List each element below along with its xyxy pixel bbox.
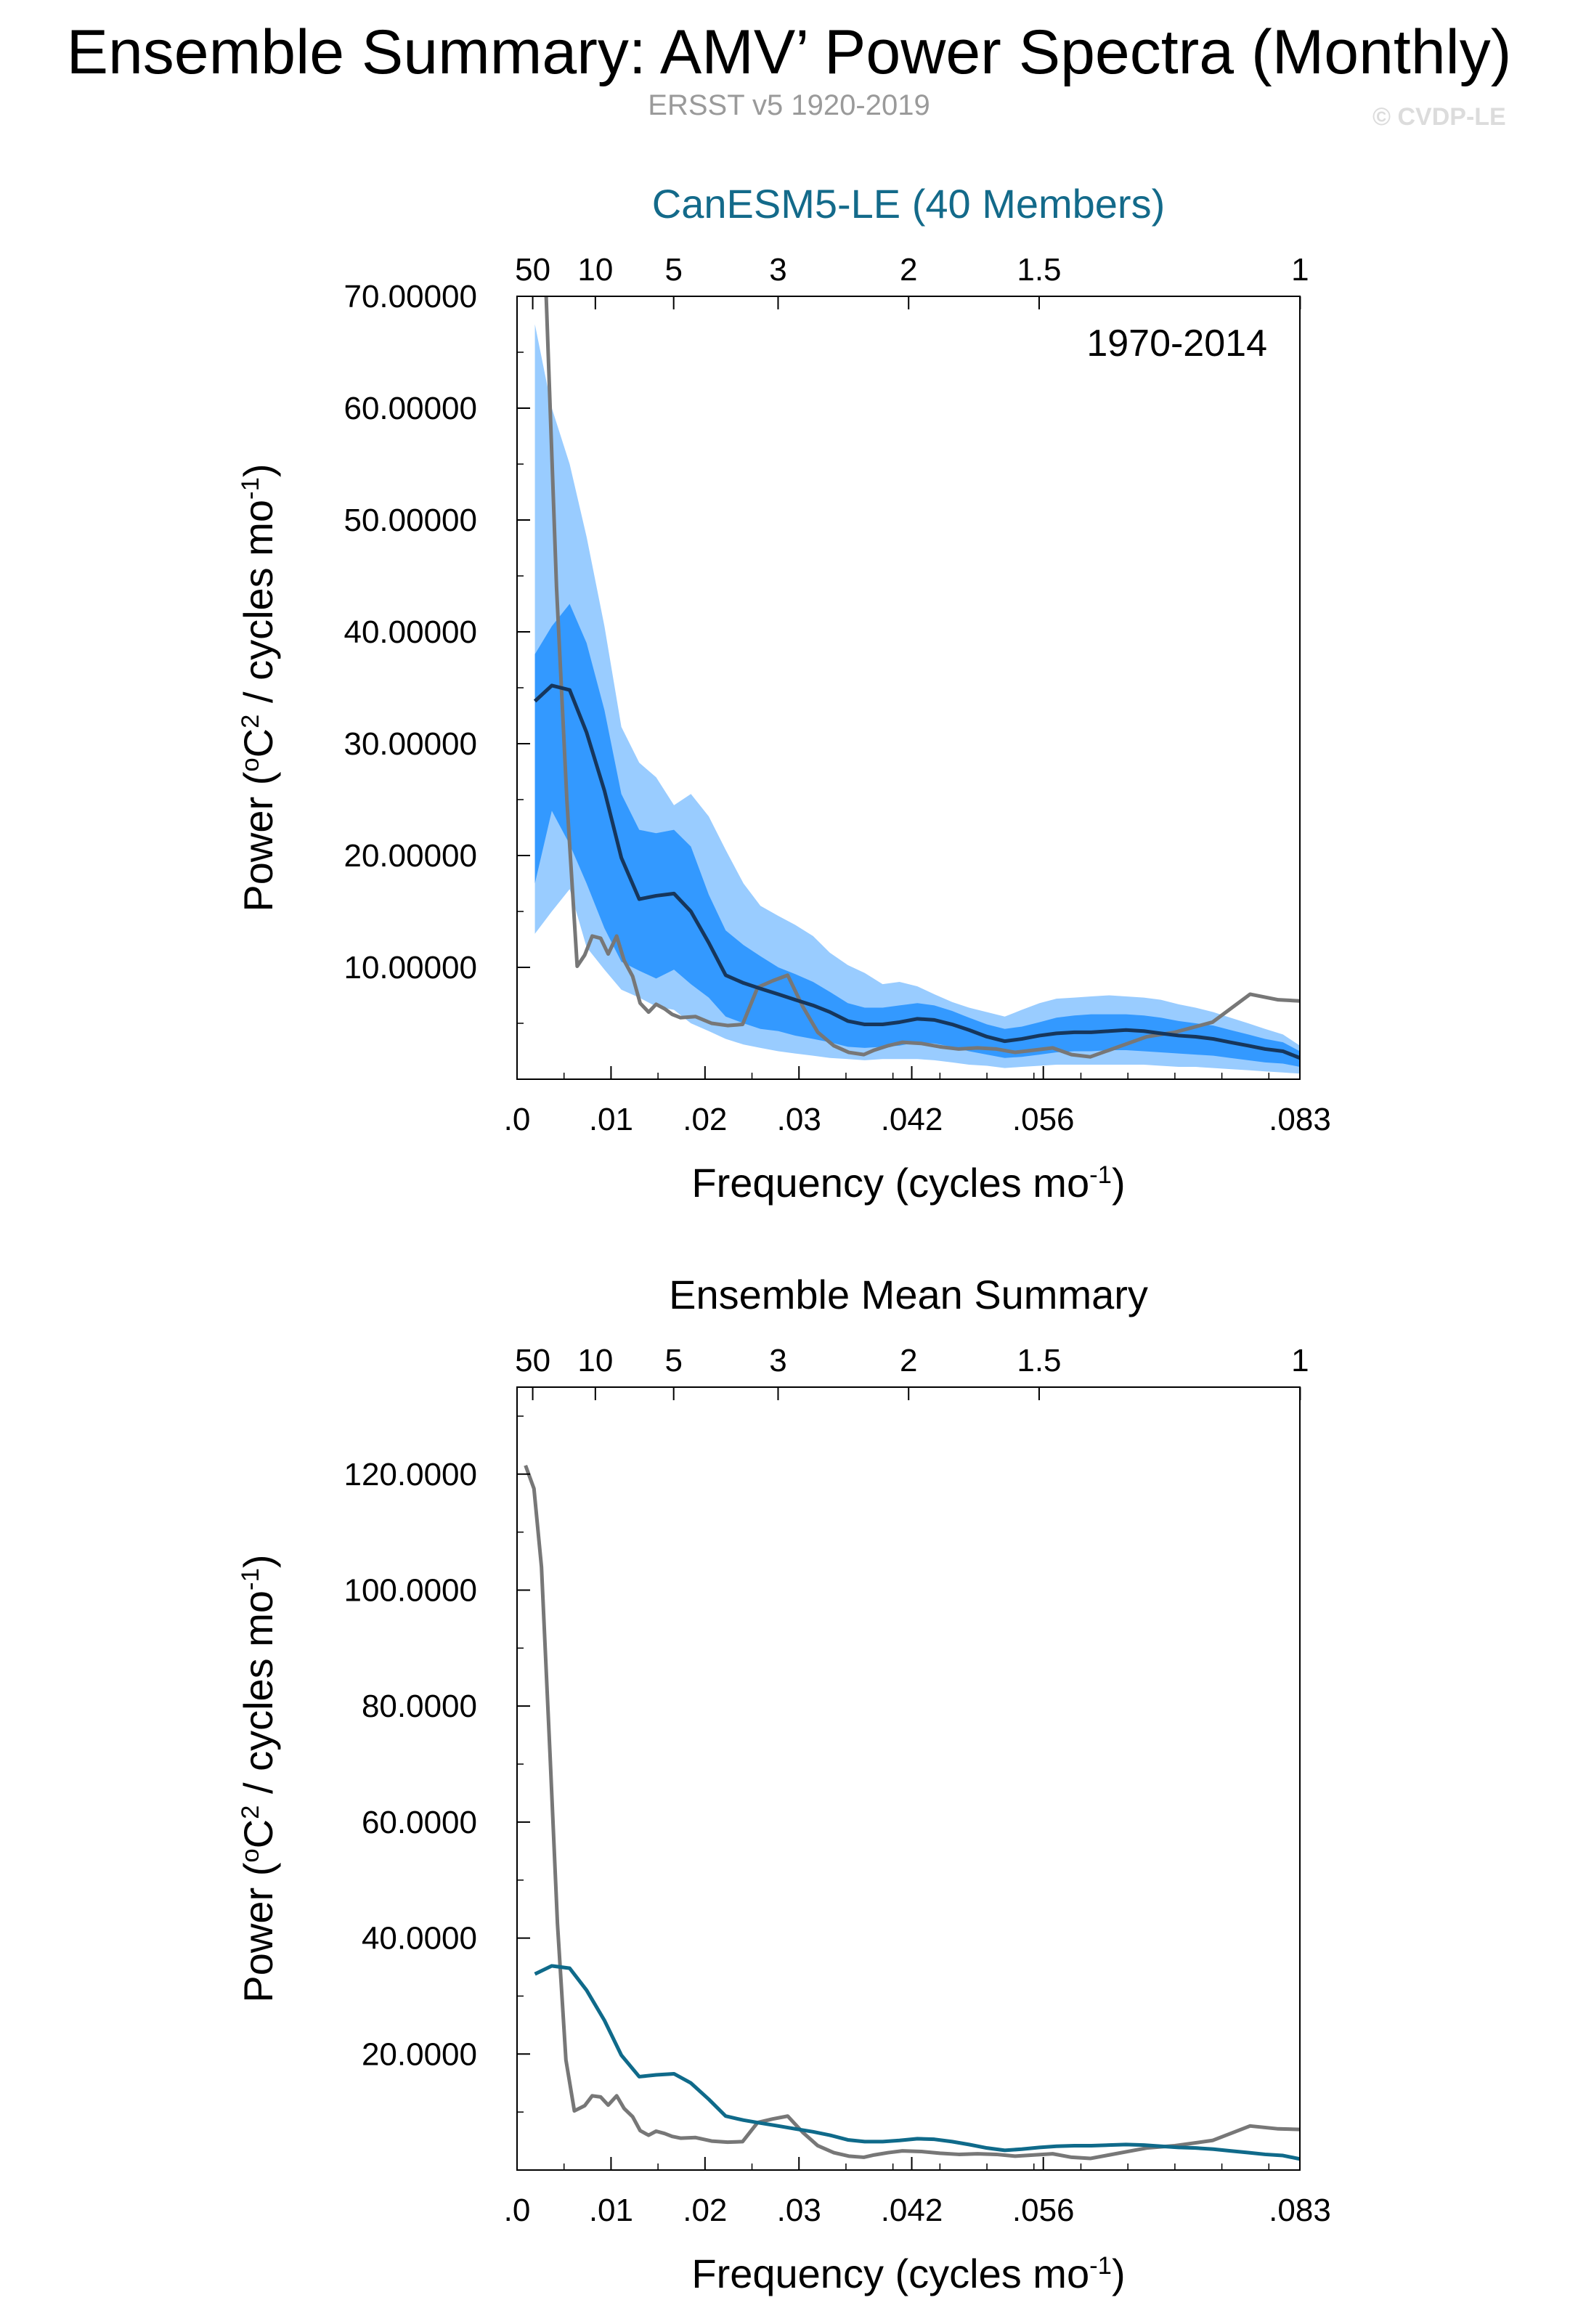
x-tick-label: .056 xyxy=(1012,2193,1075,2228)
x-tick-label: .083 xyxy=(1269,2193,1331,2228)
y-tick-label: 70.00000 xyxy=(343,279,477,314)
chart-ensemble-members: .0 .01 .02 .03 .042 .056 .083 50 10 5 3 2 1.5 1 10.000… xyxy=(235,181,1331,1206)
chart-title: Ensemble Mean Summary xyxy=(669,1272,1148,1317)
copyright-watermark: © CVDP-LE xyxy=(1372,103,1506,131)
top-tick-label: 50 xyxy=(515,252,550,288)
subtitle: ERSST v5 1920-2019 xyxy=(648,89,930,121)
observations-line xyxy=(544,296,1300,1059)
top-tick-label: 10 xyxy=(577,252,613,288)
top-tick-label: 50 xyxy=(515,1343,550,1378)
x-tick-label: .056 xyxy=(1012,1102,1075,1137)
inner-spread-band xyxy=(534,604,1300,1068)
period-annotation: 1970-2014 xyxy=(1086,322,1267,365)
x-tick-label: .0 xyxy=(504,1102,531,1137)
y-tick-label: 60.0000 xyxy=(362,1805,477,1840)
x-tick-label: .0 xyxy=(504,2193,531,2228)
y-tick-label: 20.0000 xyxy=(362,2036,477,2072)
y-tick-label: 40.0000 xyxy=(362,1921,477,1957)
x-tick-label: .03 xyxy=(777,1102,821,1137)
main-title: Ensemble Summary: AMV’ Power Spectra (Mo… xyxy=(66,17,1512,87)
top-tick-label: 3 xyxy=(769,1343,786,1378)
y-tick-label: 20.00000 xyxy=(343,838,477,874)
x-tick-label: .02 xyxy=(683,1102,727,1137)
y-tick-label: 80.0000 xyxy=(362,1689,477,1724)
top-tick-label: 5 xyxy=(664,252,682,288)
y-tick-label: 100.0000 xyxy=(343,1572,477,1608)
top-tick-label: 3 xyxy=(769,252,786,288)
top-tick-label: 1.5 xyxy=(1017,1343,1061,1378)
y-axis-label: Power (oC2 / cycles mo-1) xyxy=(235,1554,281,2002)
y-axis-label: Power (oC2 / cycles mo-1) xyxy=(235,463,281,911)
top-tick-label: 5 xyxy=(664,1343,682,1378)
y-tick-label: 60.00000 xyxy=(343,391,477,426)
x-axis-label: Frequency (cycles mo-1) xyxy=(691,1160,1125,1206)
y-tick-label: 30.00000 xyxy=(343,726,477,762)
ensemble-mean-line xyxy=(534,1964,1300,2161)
x-tick-label: .02 xyxy=(683,2193,727,2228)
plot-area xyxy=(524,1464,1300,2161)
y-tick-label: 50.00000 xyxy=(343,503,477,538)
x-tick-label: .01 xyxy=(589,2193,633,2228)
plot-area xyxy=(533,296,1300,1074)
ensemble-mean-line xyxy=(533,683,1300,1060)
top-tick-label: 2 xyxy=(900,1343,917,1378)
top-tick-label: 1 xyxy=(1291,1343,1309,1378)
x-axis-label: Frequency (cycles mo-1) xyxy=(691,2251,1125,2296)
y-tick-label: 10.00000 xyxy=(343,950,477,986)
x-tick-label: .083 xyxy=(1269,1102,1331,1137)
y-tick-label: 120.0000 xyxy=(343,1457,477,1492)
top-tick-label: 1.5 xyxy=(1017,252,1061,288)
top-tick-label: 2 xyxy=(900,252,917,288)
outer-spread-band xyxy=(534,324,1300,1074)
top-tick-label: 10 xyxy=(577,1343,613,1378)
x-tick-label: .03 xyxy=(777,2193,821,2228)
y-tick-label: 40.00000 xyxy=(343,614,477,650)
x-tick-label: .042 xyxy=(881,2193,943,2228)
observations-line xyxy=(524,1464,1300,2161)
top-tick-label: 1 xyxy=(1291,252,1309,288)
x-tick-label: .01 xyxy=(589,1102,633,1137)
chart-title: CanESM5-LE (40 Members) xyxy=(652,181,1165,227)
plot-frame xyxy=(516,1386,1301,2171)
x-tick-label: .042 xyxy=(881,1102,943,1137)
